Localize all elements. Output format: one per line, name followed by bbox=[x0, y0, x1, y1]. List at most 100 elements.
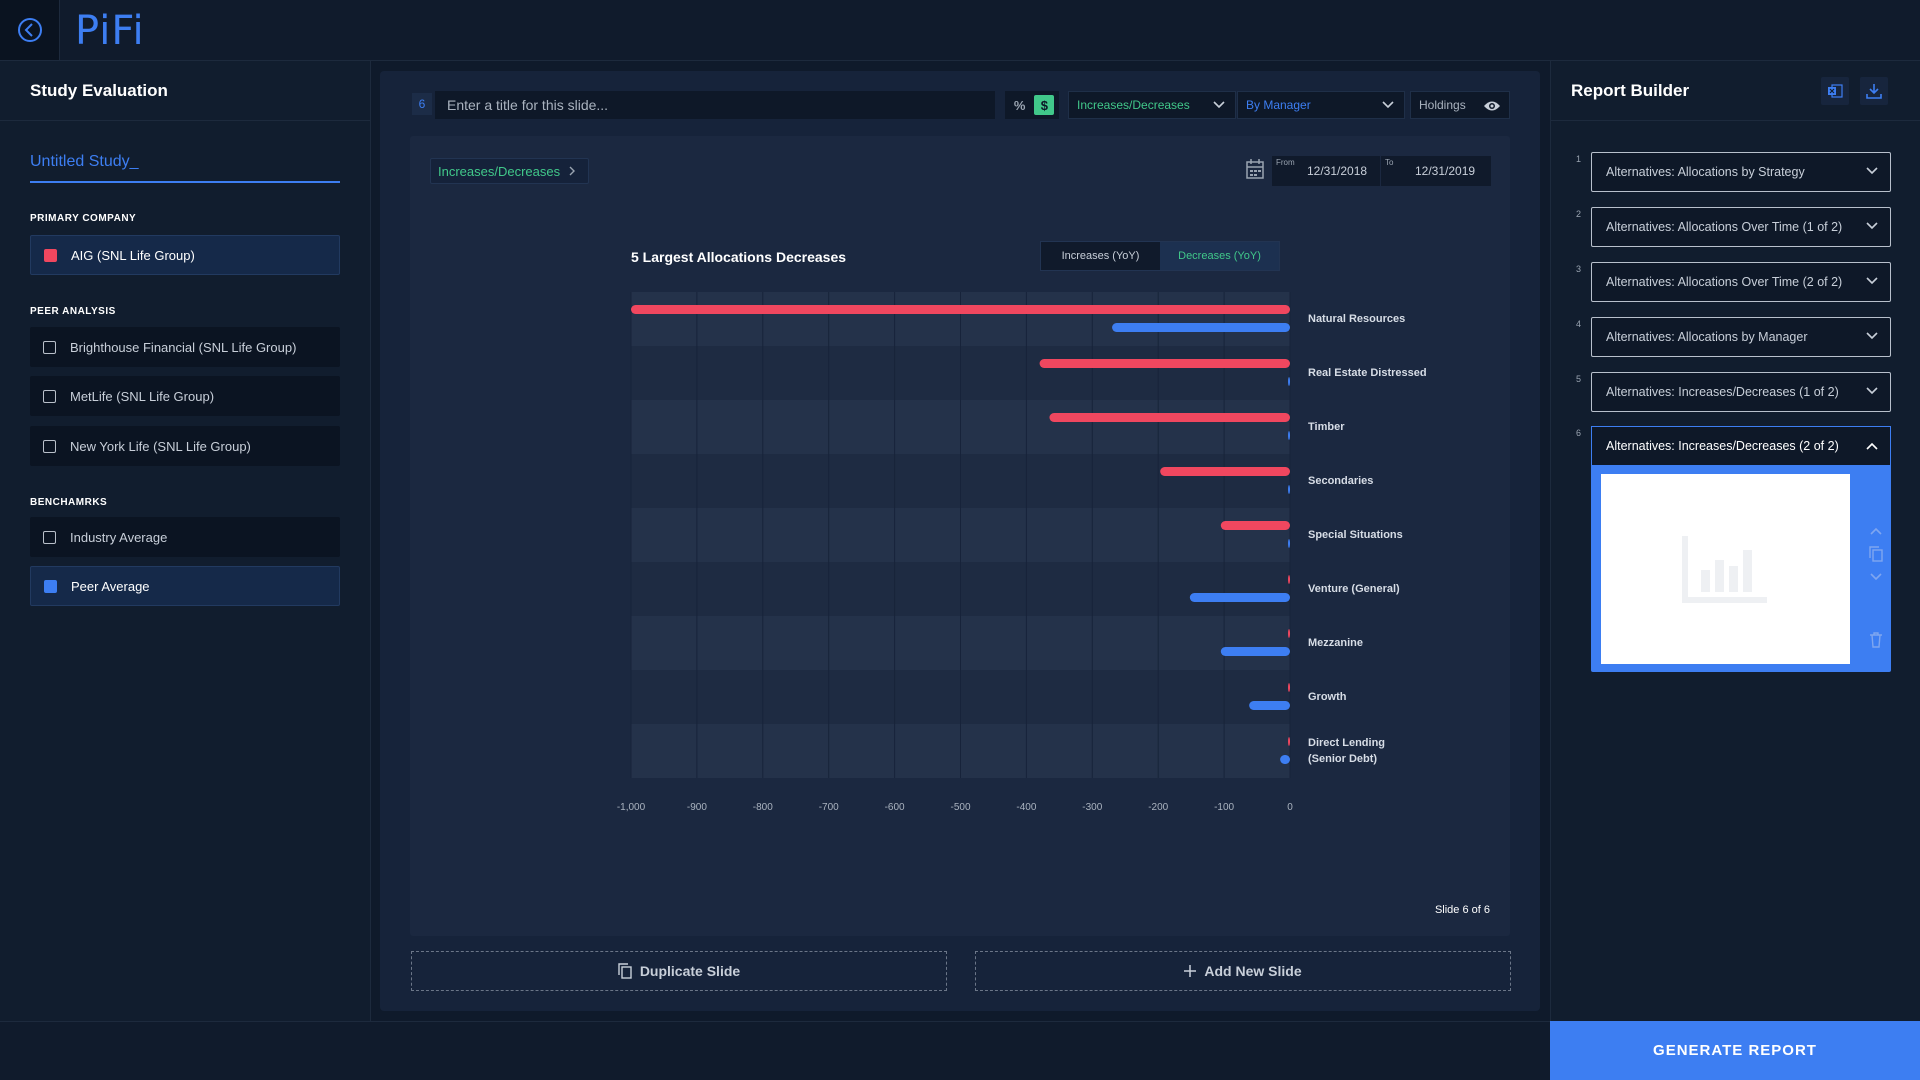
chart-title: 5 Largest Allocations Decreases bbox=[631, 249, 847, 265]
breadcrumb[interactable]: Increases/Decreases bbox=[430, 158, 590, 184]
report-item-label: Alternatives: Allocations by Strategy bbox=[1606, 165, 1805, 179]
report-item-expanded: Alternatives: Increases/Decreases (2 of … bbox=[1591, 426, 1891, 672]
report-item-index: 5 bbox=[1576, 374, 1582, 384]
from-label: From bbox=[1276, 158, 1295, 167]
generate-report-button[interactable]: GENERATE REPORT bbox=[1550, 1021, 1920, 1080]
slide-canvas: Increases/Decreases From 12/31/2018 To 1… bbox=[410, 136, 1510, 936]
category-label: Natural Resources bbox=[1308, 313, 1405, 325]
checkbox-icon[interactable] bbox=[43, 389, 56, 403]
category-label: Growth bbox=[1308, 691, 1347, 703]
bar-chart-placeholder-icon bbox=[1681, 536, 1767, 603]
report-item-label: Alternatives: Allocations by Manager bbox=[1606, 330, 1808, 344]
bar bbox=[1220, 521, 1290, 530]
peer-row[interactable]: Brighthouse Financial (SNL Life Group) bbox=[30, 327, 340, 367]
plus-icon bbox=[1184, 965, 1197, 977]
slide-title-input[interactable] bbox=[435, 91, 995, 119]
bar bbox=[1280, 755, 1290, 764]
benchmark-row[interactable]: Peer Average bbox=[30, 566, 340, 606]
primary-company-label: PRIMARY COMPANY bbox=[30, 213, 137, 224]
group-dropdown[interactable]: By Manager bbox=[1237, 91, 1405, 119]
app-logo: PiFi bbox=[75, 8, 145, 54]
peer-name: MetLife (SNL Life Group) bbox=[70, 388, 215, 404]
study-name-input[interactable]: Untitled Study_ bbox=[30, 149, 340, 183]
bar bbox=[1288, 683, 1291, 692]
x-tick-label: -100 bbox=[1214, 802, 1234, 813]
decreases-tab[interactable]: Decreases (YoY) bbox=[1160, 242, 1279, 270]
report-item-label: Alternatives: Allocations Over Time (2 o… bbox=[1606, 275, 1843, 289]
category-label: Direct Lending (Senior Debt) bbox=[1308, 737, 1385, 765]
add-label: Add New Slide bbox=[1204, 963, 1302, 979]
thumbnail-tools bbox=[1869, 526, 1883, 648]
copy-icon[interactable] bbox=[1869, 546, 1883, 562]
move-up-icon[interactable] bbox=[1869, 526, 1883, 536]
download-button[interactable] bbox=[1860, 77, 1888, 105]
dollar-toggle[interactable]: $ bbox=[1034, 95, 1055, 115]
to-date-value: 12/31/2019 bbox=[1415, 164, 1476, 178]
bar bbox=[1288, 539, 1291, 548]
category-label: Secondaries bbox=[1308, 475, 1373, 487]
download-icon bbox=[1866, 84, 1882, 99]
calendar-icon[interactable] bbox=[1245, 158, 1265, 180]
percent-toggle[interactable]: % bbox=[1013, 97, 1026, 113]
checkbox-icon[interactable] bbox=[43, 530, 56, 544]
report-item-index: 2 bbox=[1576, 209, 1582, 219]
to-date-field[interactable]: To 12/31/2019 bbox=[1381, 156, 1491, 186]
duplicate-slide-button[interactable]: Duplicate Slide bbox=[411, 951, 947, 991]
report-builder-header: Report Builder bbox=[1551, 61, 1920, 121]
checkbox-checked-icon[interactable] bbox=[44, 248, 57, 262]
x-tick-label: -1,000 bbox=[617, 802, 646, 813]
bar-chart: -1,000 -900 -800 -700 -600 -500 -400 -300 -200 -1… bbox=[617, 292, 1427, 813]
bar bbox=[1112, 323, 1290, 332]
x-tick-label: -300 bbox=[1082, 802, 1102, 813]
report-item-label: Alternatives: Allocations Over Time (1 o… bbox=[1606, 220, 1843, 234]
yoy-toggle: Increases (YoY) Decreases (YoY) bbox=[1040, 241, 1280, 271]
report-item-expanded-header[interactable]: Alternatives: Increases/Decreases (2 of … bbox=[1591, 426, 1891, 466]
slide-editor: 6 % $ Increases/Decreases By Manager Hol… bbox=[380, 71, 1540, 1011]
holdings-label: Holdings bbox=[1419, 98, 1466, 112]
move-down-icon[interactable] bbox=[1869, 572, 1883, 582]
report-item[interactable]: Alternatives: Allocations Over Time (2 o… bbox=[1591, 262, 1891, 302]
peer-row[interactable]: MetLife (SNL Life Group) bbox=[30, 376, 340, 416]
group-dropdown-value: By Manager bbox=[1246, 98, 1311, 112]
chevron-down-icon bbox=[1866, 222, 1878, 230]
primary-company-row[interactable]: AIG (SNL Life Group) bbox=[30, 235, 340, 275]
add-slide-button[interactable]: Add New Slide bbox=[975, 951, 1511, 991]
x-tick-label: 0 bbox=[1287, 802, 1293, 813]
category-label: Real Estate Distressed bbox=[1308, 367, 1427, 379]
x-tick-label: -700 bbox=[819, 802, 839, 813]
view-dropdown-value: Increases/Decreases bbox=[1077, 98, 1190, 112]
slide-counter: Slide 6 of 6 bbox=[1434, 904, 1490, 916]
peer-row[interactable]: New York Life (SNL Life Group) bbox=[30, 426, 340, 466]
report-item[interactable]: Alternatives: Allocations by Manager bbox=[1591, 317, 1891, 357]
checkbox-icon[interactable] bbox=[43, 340, 56, 354]
slide-thumbnail[interactable] bbox=[1601, 474, 1850, 664]
top-bar: PiFi bbox=[0, 0, 1920, 61]
report-item-index: 3 bbox=[1576, 264, 1582, 274]
category-label: Timber bbox=[1308, 421, 1345, 433]
bar bbox=[1049, 413, 1290, 422]
bar bbox=[1220, 647, 1290, 656]
report-item[interactable]: Alternatives: Allocations Over Time (1 o… bbox=[1591, 207, 1891, 247]
chevron-down-icon bbox=[1866, 277, 1878, 285]
report-item[interactable]: Alternatives: Increases/Decreases (1 of … bbox=[1591, 372, 1891, 412]
bar bbox=[1288, 485, 1291, 494]
increases-tab[interactable]: Increases (YoY) bbox=[1061, 250, 1140, 262]
bar bbox=[1288, 575, 1291, 584]
excel-export-button[interactable] bbox=[1821, 77, 1849, 105]
report-item-index: 6 bbox=[1576, 428, 1582, 438]
from-date-field[interactable]: From 12/31/2018 bbox=[1272, 156, 1380, 186]
peer-name: New York Life (SNL Life Group) bbox=[70, 438, 251, 454]
report-item-index: 4 bbox=[1576, 319, 1582, 329]
x-tick-label: -600 bbox=[885, 802, 905, 813]
checkbox-icon[interactable] bbox=[43, 439, 56, 453]
benchmark-row[interactable]: Industry Average bbox=[30, 517, 340, 557]
checkbox-checked-icon[interactable] bbox=[44, 579, 57, 593]
footer-bar bbox=[0, 1021, 1550, 1080]
back-button[interactable] bbox=[0, 0, 60, 60]
duplicate-label: Duplicate Slide bbox=[639, 963, 741, 979]
chevron-down-icon bbox=[1866, 387, 1878, 395]
report-item[interactable]: Alternatives: Allocations by Strategy bbox=[1591, 152, 1891, 192]
holdings-toggle[interactable]: Holdings bbox=[1410, 91, 1510, 119]
view-dropdown[interactable]: Increases/Decreases bbox=[1068, 91, 1236, 119]
trash-icon[interactable] bbox=[1869, 632, 1883, 648]
